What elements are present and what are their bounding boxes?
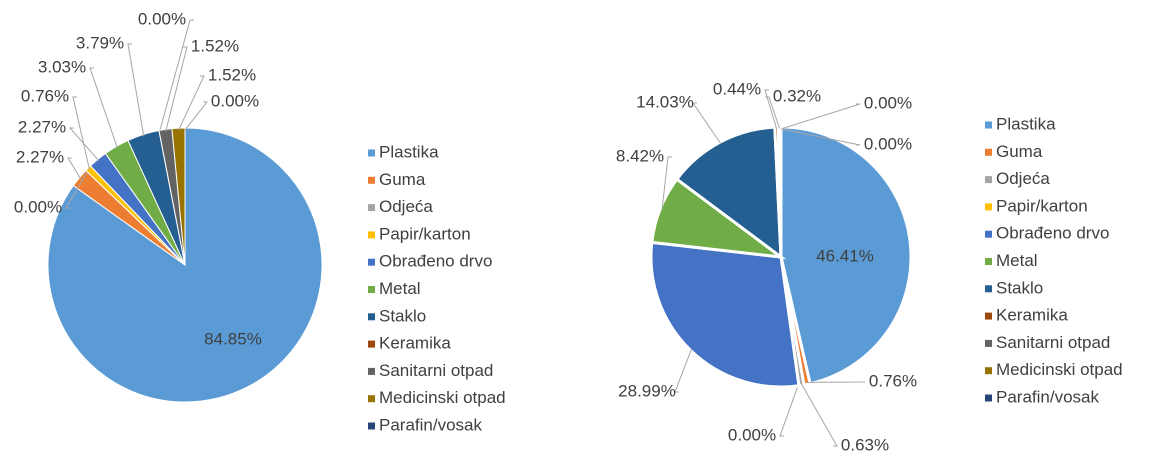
legend-label: Guma [996,142,1043,161]
data-label: 0.76% [21,86,69,105]
data-label: 0.76% [869,371,917,390]
leader-line [89,67,118,149]
legend-swatch [985,176,992,184]
legend-swatch [368,231,375,239]
pie-slice [779,125,913,386]
legend-label: Medicinski otpad [996,360,1123,379]
legend-label: Plastika [996,114,1056,133]
legend-label: Staklo [996,278,1043,297]
legend-swatch [368,367,375,375]
data-label: 0.00% [864,134,912,153]
leader-line [158,19,194,133]
legend-label: Obrađeno drvo [379,252,492,271]
data-label: 0.63% [841,435,889,454]
data-label: 0.32% [773,86,821,105]
data-label: 8.42% [616,146,664,165]
legend-label: Metal [996,251,1038,270]
leader-line [779,383,800,437]
legend-swatch [368,395,375,403]
leader-line [765,96,781,130]
data-label: 28.99% [618,381,676,400]
legend-swatch [985,203,992,211]
data-label: 0.00% [728,425,776,444]
legend-label: Keramika [379,334,451,353]
leader-line [72,96,90,170]
pie-slice [649,240,801,389]
data-label: 2.27% [16,147,64,166]
legend-swatch [368,313,375,321]
data-label: 0.44% [713,79,761,98]
legend-label: Papir/karton [379,224,471,243]
leader-line [127,43,145,137]
data-label: 84.85% [204,329,262,348]
data-label: 0.00% [211,91,259,110]
leader-line [184,101,209,131]
legend-label: Plastika [379,142,439,161]
legend-label: Obrađeno drvo [996,224,1109,243]
data-label: 46.41% [816,246,874,265]
legend-swatch [368,286,375,293]
legend-label: Papir/karton [996,196,1088,215]
legend-swatch [368,204,375,212]
legend-swatch [985,394,992,402]
legend-swatch [985,312,992,320]
legend-label: Odjeća [996,169,1050,188]
leader-line [800,383,838,447]
data-label: 3.03% [38,57,86,76]
data-label: 3.79% [76,33,124,52]
legend-label: Staklo [379,306,426,325]
leader-line [68,127,100,162]
data-label: 1.52% [208,65,256,84]
leader-line [178,75,205,131]
legend-label: Medicinski otpad [379,388,506,407]
legend-swatch [368,258,375,266]
legend-label: Sanitarni otpad [379,361,493,380]
data-label: 2.27% [18,117,66,136]
legend-swatch [985,339,992,347]
leader-line [65,171,88,209]
legend-swatch [368,149,375,157]
legend-label: Sanitarni otpad [996,333,1110,352]
legend-swatch [985,285,992,293]
legend-label: Metal [379,279,421,298]
legend-swatch [985,367,992,375]
legend-swatch [368,422,375,430]
legend-label: Guma [379,170,426,189]
leader-line [764,89,778,130]
leader-line [165,46,188,132]
legend-swatch [368,176,375,184]
legend-swatch [985,121,992,129]
leader-line [780,128,861,146]
leader-line [780,103,861,130]
leader-line [67,157,82,180]
legend-label: Keramika [996,306,1068,325]
leader-line [661,156,672,210]
data-label: 0.00% [138,9,186,28]
legend-swatch [368,340,375,348]
legend-swatch [985,258,992,265]
legend-swatch [985,230,992,238]
data-label: 0.00% [14,197,62,216]
leader-line [674,348,693,393]
data-label: 1.52% [191,36,239,55]
legend-label: Parafin/vosak [379,415,482,434]
legend-label: Odjeća [379,197,433,216]
data-label: 14.03% [636,92,694,111]
data-label: 0.00% [864,93,912,112]
leader-line [692,102,722,145]
legend-label: Parafin/vosak [996,387,1099,406]
legend-swatch [985,148,992,156]
